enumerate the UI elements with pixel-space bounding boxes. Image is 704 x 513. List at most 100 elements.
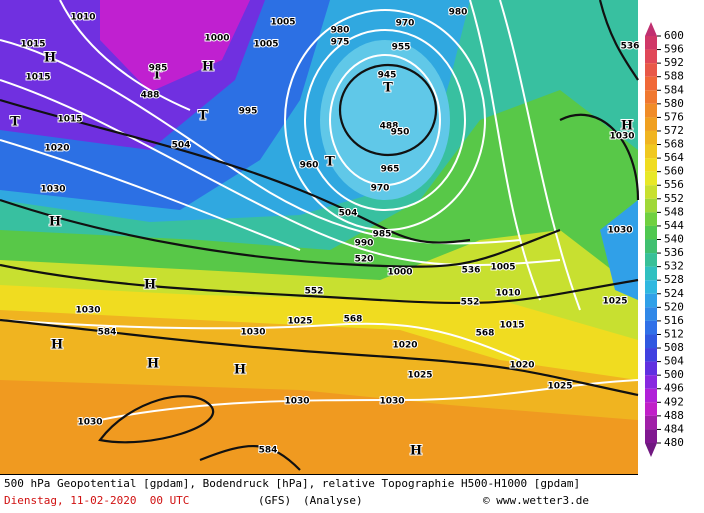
colorbar-band xyxy=(645,158,657,172)
contour-label: 584 xyxy=(259,446,278,456)
contour-label: 950 xyxy=(391,128,410,138)
colorbar-band xyxy=(645,212,657,226)
colorbar-tick-label: 516 xyxy=(664,314,684,327)
colorbar-band xyxy=(645,130,657,145)
colorbar-tick-label: 532 xyxy=(664,260,684,273)
contour-label: 945 xyxy=(378,71,397,81)
contour-label: 975 xyxy=(331,38,350,48)
colorbar-band xyxy=(645,36,657,50)
colorbar-band xyxy=(645,307,657,321)
colorbar-tick-label: 556 xyxy=(664,178,684,191)
colorbar-tick-label: 552 xyxy=(664,192,684,205)
colorbar-tick-label: 520 xyxy=(664,300,684,313)
contour-label: 980 xyxy=(449,8,468,18)
footer-credit: © www.wetter3.de xyxy=(483,494,589,507)
footer-model: (GFS) xyxy=(258,494,291,507)
colorbar-tick-label: 584 xyxy=(664,83,684,96)
colorbar-band xyxy=(645,415,657,430)
contour-label: 1020 xyxy=(44,144,69,154)
footer-run: (Analyse) xyxy=(303,494,363,507)
colorbar-band xyxy=(645,402,657,416)
colorbar-tick-label: 540 xyxy=(664,233,684,246)
colorbar-tick-label: 572 xyxy=(664,124,684,137)
contour-label: 955 xyxy=(392,43,411,53)
colorbar-tick-label: 576 xyxy=(664,110,684,123)
colorbar-band xyxy=(645,253,657,267)
pressure-center: H xyxy=(44,51,56,66)
pressure-center: T xyxy=(325,155,335,170)
contour-label: 965 xyxy=(381,165,400,175)
colorbar-tick-label: 544 xyxy=(664,219,684,232)
pressure-center: H xyxy=(49,215,61,230)
contour-label: 1000 xyxy=(387,268,412,278)
colorbar-tick-label: 500 xyxy=(664,368,684,381)
contour-label: 488 xyxy=(380,122,399,132)
colorbar-tick-label: 568 xyxy=(664,138,684,151)
colorbar-tick-label: 492 xyxy=(664,395,684,408)
colorbar-tick-label: 480 xyxy=(664,436,684,449)
colorbar-band xyxy=(645,171,657,186)
contour-label: 536 xyxy=(621,42,640,52)
contour-label: 1030 xyxy=(379,397,404,407)
colorbar-tick-label: 524 xyxy=(664,287,684,300)
contour-label: 1030 xyxy=(75,306,100,316)
contour-label: 568 xyxy=(344,315,363,325)
colorbar-band xyxy=(645,280,657,294)
colorbar-tick-label: 484 xyxy=(664,422,684,435)
colorbar-tick-label: 512 xyxy=(664,327,684,340)
footer-date: Dienstag, 11-02-2020 00 UTC xyxy=(4,494,189,507)
contour-label: 1030 xyxy=(607,226,632,236)
contour-label: 995 xyxy=(239,107,258,117)
contour-label: 1030 xyxy=(284,397,309,407)
footer-description: 500 hPa Geopotential [gpdam], Bodendruck… xyxy=(4,477,580,490)
colorbar-band xyxy=(645,185,657,199)
contour-label: 504 xyxy=(339,209,358,219)
contour-label: 960 xyxy=(300,161,319,171)
contour-label: 488 xyxy=(141,91,160,101)
contour-label: 568 xyxy=(476,329,495,339)
pressure-center: H xyxy=(410,444,422,459)
contour-label: 520 xyxy=(355,255,374,265)
colorbar-band xyxy=(645,429,657,443)
pressure-center: T xyxy=(10,115,20,130)
colorbar-band xyxy=(645,49,657,64)
colorbar-band xyxy=(645,63,657,77)
colorbar-tick-label: 488 xyxy=(664,409,684,422)
contour-label: 552 xyxy=(305,287,324,297)
colorbar-band xyxy=(645,266,657,281)
contour-label: 985 xyxy=(373,230,392,240)
colorbar-band xyxy=(645,198,657,213)
contour-label: 1030 xyxy=(40,185,65,195)
contour-label: 1020 xyxy=(509,361,534,371)
colorbar-band xyxy=(645,239,657,254)
colorbar-band xyxy=(645,76,657,91)
contour-label: 1005 xyxy=(490,263,515,273)
pressure-center: H xyxy=(234,363,246,378)
contour-label: 1015 xyxy=(499,321,524,331)
contour-label: 1030 xyxy=(609,132,634,142)
colorbar-tick-label: 564 xyxy=(664,151,684,164)
footer-divider xyxy=(0,474,638,475)
colorbar-band xyxy=(645,225,657,240)
contour-label: 1010 xyxy=(495,289,520,299)
contour-label: 504 xyxy=(172,141,191,151)
contour-label: 1030 xyxy=(240,328,265,338)
colorbar-tick-label: 588 xyxy=(664,70,684,83)
colorbar-band xyxy=(645,375,657,389)
colorbar-tick-label: 496 xyxy=(664,382,684,395)
contour-label: 1005 xyxy=(253,40,278,50)
contour-label: 1025 xyxy=(602,297,627,307)
pressure-center: H xyxy=(147,357,159,372)
contour-label: 1005 xyxy=(270,18,295,28)
contour-label: 1025 xyxy=(407,371,432,381)
contour-label: 1025 xyxy=(287,317,312,327)
colorbar-band xyxy=(645,293,657,308)
colorbar-band xyxy=(645,144,657,159)
pressure-center: T xyxy=(152,68,162,83)
pressure-center: T xyxy=(198,109,208,124)
contour-label: 1000 xyxy=(204,34,229,44)
contour-label: 1015 xyxy=(25,73,50,83)
contour-label: 1030 xyxy=(77,418,102,428)
